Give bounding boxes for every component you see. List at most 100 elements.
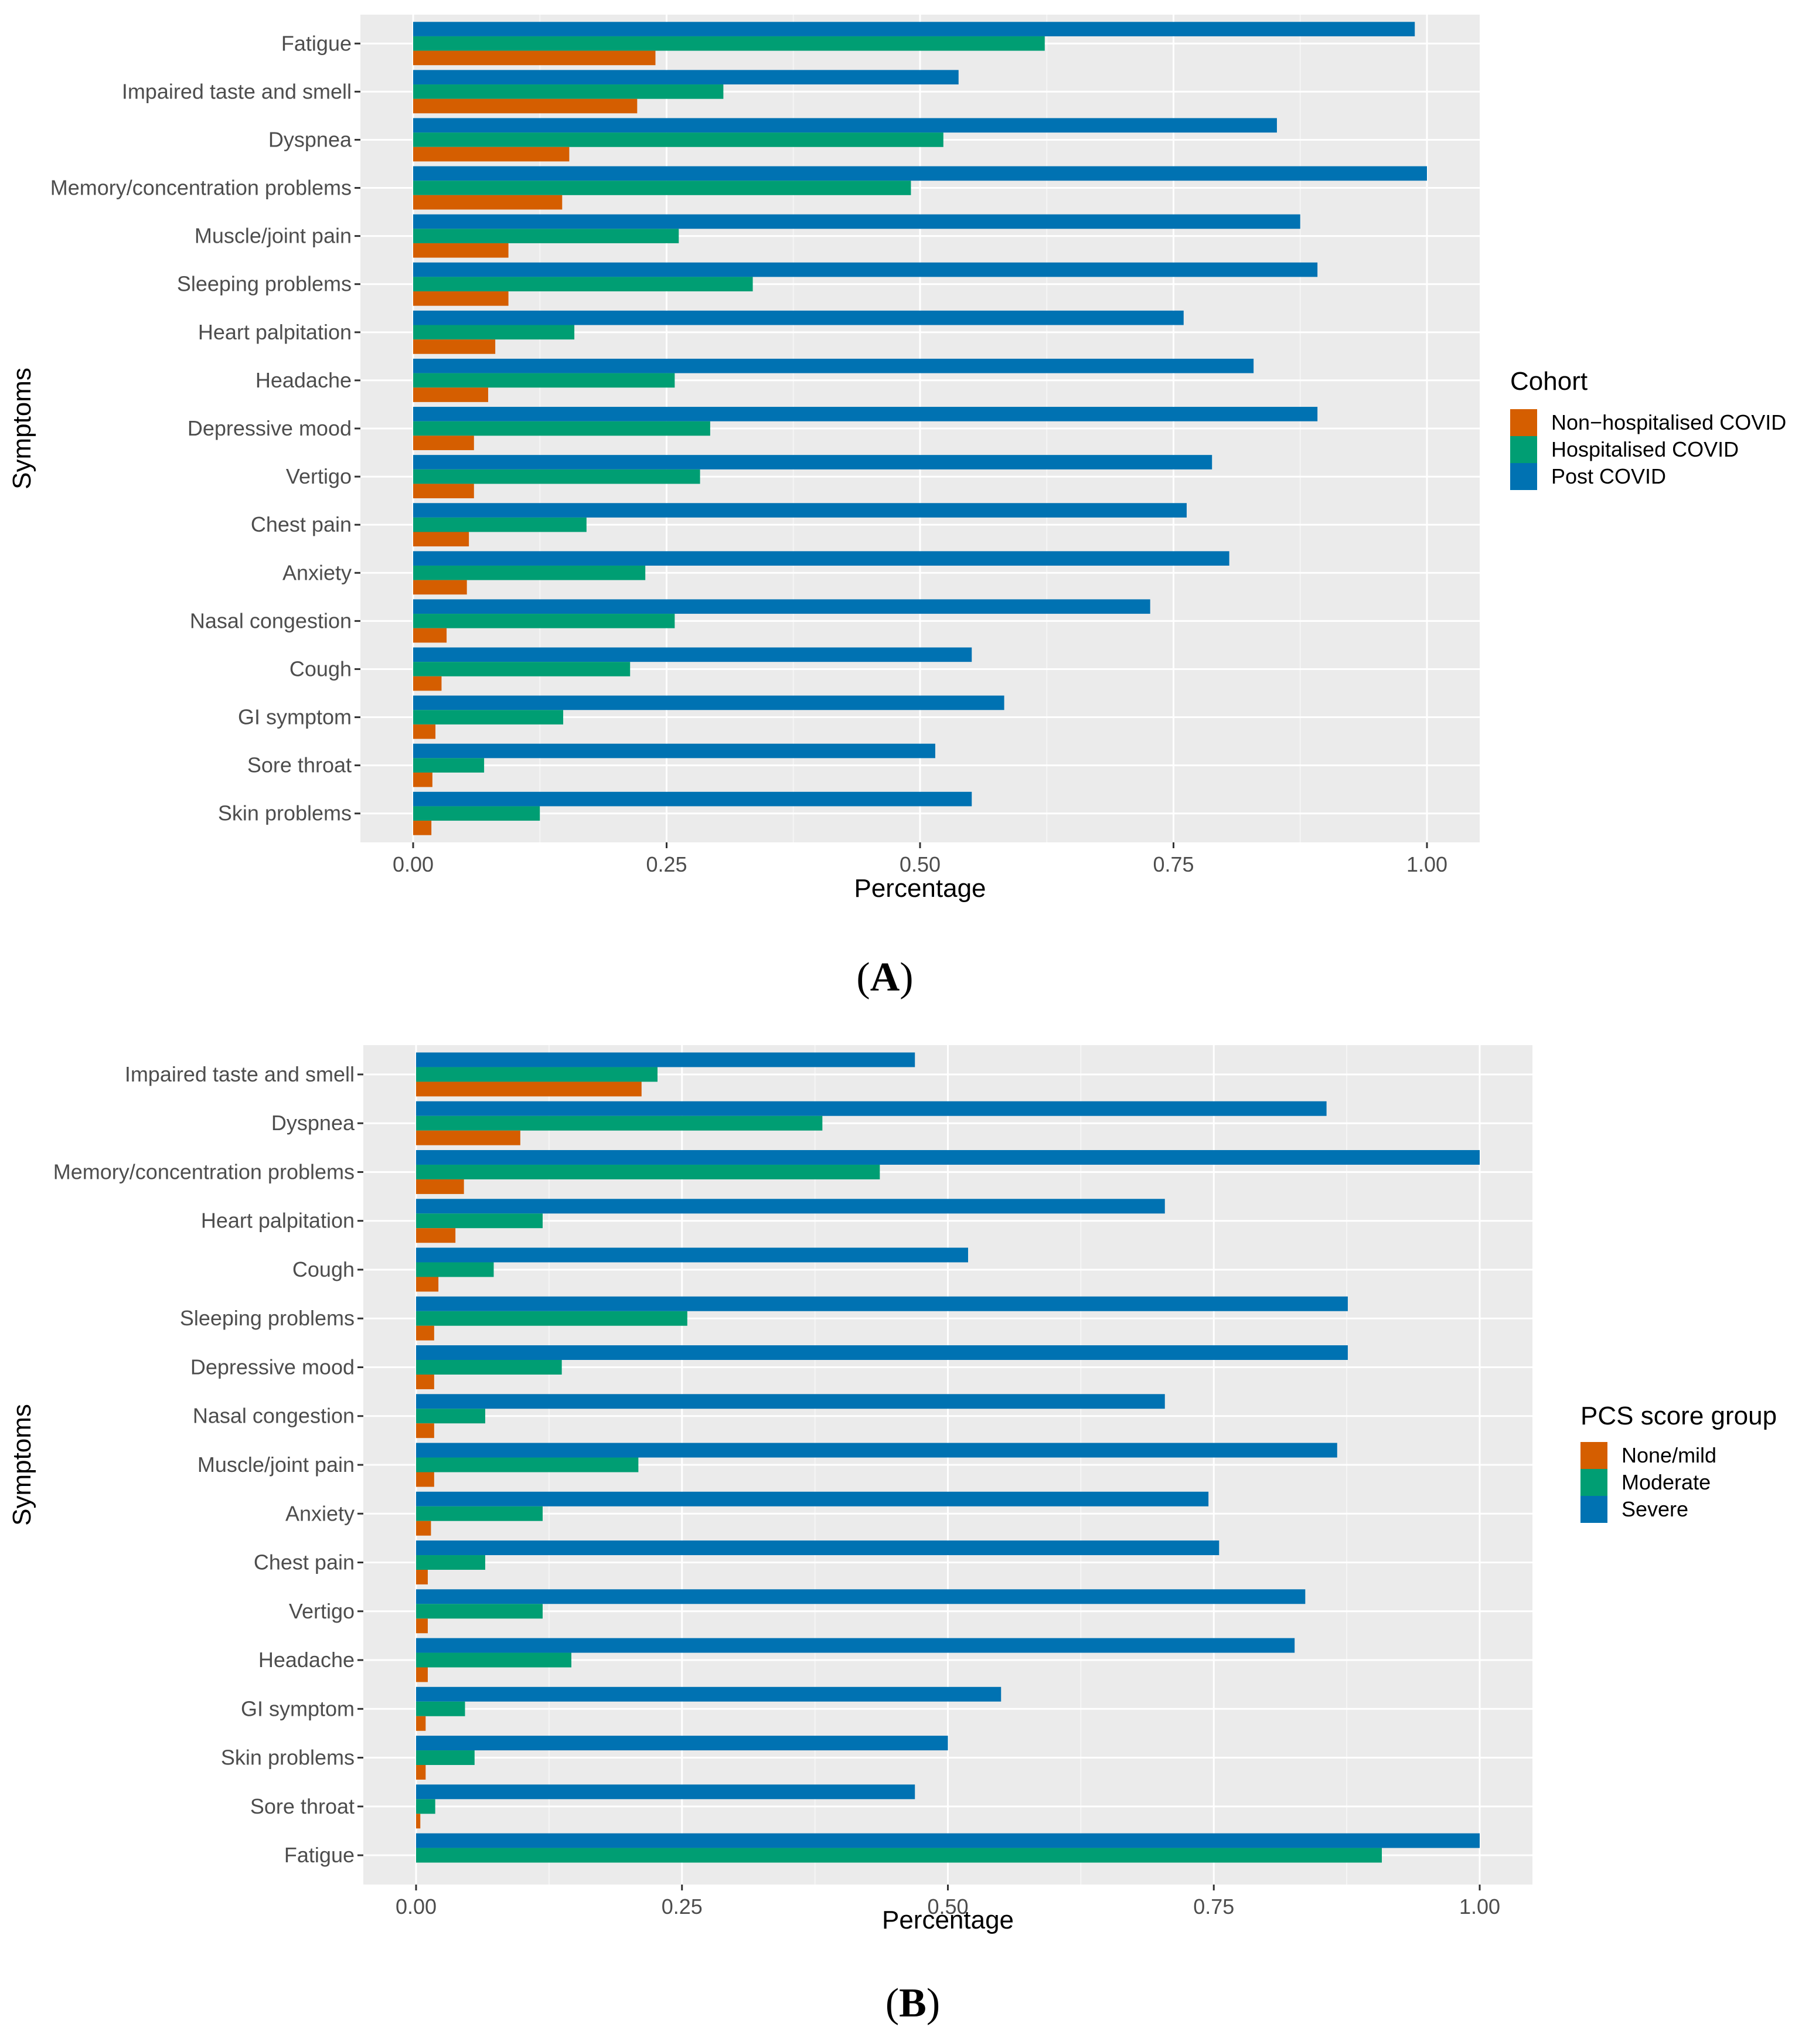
bar-non-hospitalised-covid-impaired-taste-and-smell — [413, 98, 638, 114]
x-tick-label: 0.00 — [393, 852, 434, 876]
bar-moderate-memory-concentration-problems — [416, 1164, 880, 1179]
y-tick-label-muscle-joint-pain: Muscle/joint pain — [195, 224, 352, 248]
bar-none-mild-cough — [416, 1277, 439, 1292]
bar-moderate-vertigo — [416, 1604, 543, 1619]
bar-non-hospitalised-covid-depressive-mood — [413, 436, 474, 450]
bar-hospitalised-covid-vertigo — [413, 469, 700, 484]
y-tick-label-muscle-joint-pain: Muscle/joint pain — [197, 1453, 355, 1477]
bar-post-covid-depressive-mood — [413, 407, 1318, 421]
bar-hospitalised-covid-sleeping-problems — [413, 277, 753, 292]
bar-moderate-nasal-congestion — [416, 1409, 485, 1424]
y-tick-label-impaired-taste-and-smell: Impaired taste and smell — [125, 1062, 355, 1086]
y-tick-label-memory-concentration-problems: Memory/concentration problems — [50, 176, 352, 200]
bar-none-mild-depressive-mood — [416, 1374, 434, 1389]
bar-none-mild-headache — [416, 1667, 428, 1682]
bar-post-covid-anxiety — [413, 551, 1229, 566]
y-tick-label-dyspnea: Dyspnea — [268, 127, 352, 151]
legend-label-hospitalised-covid: Hospitalised COVID — [1551, 437, 1739, 461]
legend-swatch-severe — [1580, 1496, 1607, 1523]
bar-moderate-sore-throat — [416, 1799, 435, 1814]
bar-non-hospitalised-covid-chest-pain — [413, 532, 469, 547]
panel-b-chart: Impaired taste and smell Dyspnea Memory/co… — [8, 1045, 1777, 2026]
y-tick-label-headache: Headache — [258, 1648, 355, 1672]
bar-non-hospitalised-covid-memory-concentration-problems — [413, 195, 563, 210]
x-axis-title: Percentage — [854, 874, 986, 903]
y-tick-label-headache: Headache — [256, 368, 352, 392]
bar-none-mild-heart-palpitation — [416, 1228, 456, 1243]
legend-label-severe: Severe — [1622, 1497, 1688, 1521]
bar-severe-cough — [416, 1247, 968, 1263]
panel-letter: B — [899, 1981, 926, 2026]
bar-non-hospitalised-covid-fatigue — [413, 50, 656, 66]
bar-hospitalised-covid-memory-concentration-problems — [413, 181, 911, 195]
bar-non-hospitalised-covid-heart-palpitation — [413, 339, 496, 354]
x-tick-label: 0.75 — [1193, 1895, 1234, 1919]
panel-a-chart: Fatigue Impaired taste and smell Dyspnea Me… — [8, 15, 1786, 1000]
bar-moderate-gi-symptom — [416, 1701, 465, 1716]
bar-severe-anxiety — [416, 1491, 1209, 1506]
x-tick-label: 0.50 — [900, 852, 941, 876]
bar-hospitalised-covid-muscle-joint-pain — [413, 229, 679, 243]
y-tick-label-cough: Cough — [292, 1257, 355, 1281]
bar-post-covid-sleeping-problems — [413, 262, 1318, 277]
bar-none-mild-skin-problems — [416, 1765, 426, 1780]
bar-severe-memory-concentration-problems — [416, 1150, 1480, 1165]
y-tick-label-gi-symptom: GI symptom — [241, 1696, 355, 1720]
x-tick-label: 0.25 — [662, 1895, 703, 1919]
legend-swatch-post-covid — [1510, 463, 1537, 490]
bar-moderate-depressive-mood — [416, 1360, 562, 1375]
bar-post-covid-dyspnea — [413, 118, 1277, 133]
bar-hospitalised-covid-gi-symptom — [413, 710, 564, 725]
panel-label: (B) — [885, 1981, 940, 2026]
x-tick-label: 0.25 — [646, 852, 687, 876]
bar-hospitalised-covid-cough — [413, 662, 631, 676]
bar-none-mild-impaired-taste-and-smell — [416, 1081, 642, 1097]
y-tick-label-anxiety: Anxiety — [282, 560, 352, 584]
y-tick-label-heart-palpitation: Heart palpitation — [201, 1209, 355, 1233]
bar-post-covid-gi-symptom — [413, 695, 1004, 710]
bar-non-hospitalised-covid-dyspnea — [413, 147, 570, 162]
x-tick-label: 0.75 — [1153, 852, 1194, 876]
y-tick-label-sleeping-problems: Sleeping problems — [177, 272, 352, 296]
legend: Cohort Non−hospitalised COVID Hospitalised… — [1510, 367, 1786, 490]
bar-none-mild-sore-throat — [416, 1814, 421, 1829]
bar-hospitalised-covid-skin-problems — [413, 806, 540, 821]
bar-moderate-fatigue — [416, 1848, 1382, 1863]
bar-hospitalised-covid-headache — [413, 373, 675, 388]
bar-moderate-anxiety — [416, 1506, 543, 1521]
bar-severe-skin-problems — [416, 1736, 948, 1751]
legend-title: Cohort — [1510, 367, 1588, 396]
bar-post-covid-muscle-joint-pain — [413, 214, 1300, 229]
bar-severe-sleeping-problems — [416, 1296, 1348, 1311]
bar-none-mild-memory-concentration-problems — [416, 1179, 464, 1194]
x-tick-label: 0.50 — [927, 1895, 968, 1919]
bar-severe-dyspnea — [416, 1101, 1327, 1116]
bar-none-mild-gi-symptom — [416, 1716, 426, 1731]
y-tick-label-sore-throat: Sore throat — [247, 753, 352, 777]
bar-non-hospitalised-covid-cough — [413, 676, 442, 691]
bar-post-covid-memory-concentration-problems — [413, 166, 1427, 181]
y-tick-label-fatigue: Fatigue — [281, 31, 352, 55]
y-tick-label-gi-symptom: GI symptom — [238, 705, 352, 729]
x-tick-label: 0.00 — [396, 1895, 437, 1919]
bar-none-mild-nasal-congestion — [416, 1423, 434, 1438]
y-tick-label-sleeping-problems: Sleeping problems — [180, 1306, 355, 1330]
y-tick-label-chest-pain: Chest pain — [254, 1550, 355, 1574]
y-tick-label-vertigo: Vertigo — [286, 464, 352, 488]
bar-severe-sore-throat — [416, 1784, 915, 1800]
bar-severe-muscle-joint-pain — [416, 1443, 1337, 1458]
bar-non-hospitalised-covid-skin-problems — [413, 821, 432, 835]
bar-none-mild-dyspnea — [416, 1130, 520, 1145]
bar-none-mild-sleeping-problems — [416, 1325, 434, 1341]
bar-moderate-muscle-joint-pain — [416, 1457, 639, 1472]
bar-severe-gi-symptom — [416, 1686, 1002, 1702]
bar-none-mild-anxiety — [416, 1521, 431, 1536]
bar-none-mild-muscle-joint-pain — [416, 1472, 434, 1487]
y-tick-label-dyspnea: Dyspnea — [271, 1111, 355, 1135]
y-tick-label-nasal-congestion: Nasal congestion — [193, 1404, 355, 1428]
bar-moderate-chest-pain — [416, 1555, 485, 1570]
bar-hospitalised-covid-chest-pain — [413, 517, 587, 532]
legend-label-none-mild: None/mild — [1622, 1443, 1716, 1467]
y-tick-label-chest-pain: Chest pain — [251, 512, 352, 536]
bar-post-covid-chest-pain — [413, 503, 1187, 518]
